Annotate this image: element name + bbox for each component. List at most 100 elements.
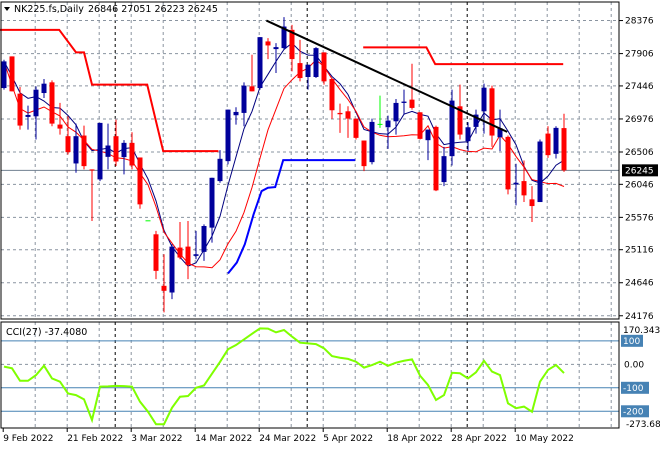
- candle-body: [9, 56, 15, 92]
- candle-body: [377, 123, 383, 125]
- candle-body: [49, 82, 55, 124]
- candle-body: [313, 48, 319, 77]
- candle-body: [65, 136, 71, 153]
- candle-body: [201, 226, 207, 252]
- candle: [233, 107, 239, 125]
- candle-body: [473, 114, 479, 127]
- candle-body: [145, 220, 151, 222]
- candle-body: [425, 129, 431, 141]
- triangle-down-icon[interactable]: [4, 7, 10, 11]
- candle-body: [113, 136, 119, 162]
- candle-body: [401, 101, 407, 103]
- candle-body: [465, 127, 471, 142]
- y-tick-label: 26506: [625, 148, 654, 158]
- candle-body: [105, 145, 111, 157]
- candle-body: [57, 124, 63, 129]
- candle: [121, 140, 127, 175]
- candle: [521, 160, 527, 203]
- y-tick-label: 27446: [625, 82, 654, 92]
- fast-ma-line: [3, 42, 565, 267]
- candle: [377, 95, 383, 128]
- candle: [97, 122, 103, 182]
- x-tick-label: 3 Mar 2022: [131, 434, 182, 444]
- candle-body: [345, 111, 351, 119]
- cci-panel[interactable]: [1, 327, 619, 426]
- candle: [481, 83, 487, 134]
- cci-title: CCI(27) -37.4080: [6, 327, 87, 338]
- candle-body: [529, 199, 535, 207]
- candle: [89, 169, 95, 222]
- candle: [105, 123, 111, 170]
- candle-body: [361, 140, 367, 167]
- candle-body: [385, 120, 391, 128]
- x-tick-label: 9 Feb 2022: [3, 434, 53, 444]
- y-tick-label: 28376: [625, 17, 654, 27]
- slow-ma-line: [3, 59, 565, 269]
- candle: [257, 37, 263, 90]
- candle: [473, 109, 479, 134]
- candle-body: [217, 158, 223, 182]
- candle: [513, 163, 519, 206]
- candle-body: [497, 128, 503, 138]
- chart-symbol: NK225.fs,Daily: [14, 4, 84, 15]
- candle-body: [281, 26, 287, 49]
- candle-body: [129, 142, 135, 166]
- candle: [201, 224, 207, 261]
- candle-body: [337, 112, 343, 115]
- candle-body: [329, 79, 335, 111]
- y-tick-label: 24176: [625, 312, 654, 322]
- cci-max-label: 170.3435: [623, 326, 660, 336]
- candle: [385, 115, 391, 149]
- candle: [241, 82, 247, 127]
- candle-body: [265, 41, 271, 46]
- candle: [273, 43, 279, 74]
- lower-stop-line: [227, 159, 356, 275]
- axes: 28376 27906 27446 26976 26506 26046 25576 25116…: [2, 17, 660, 444]
- candle-body: [73, 136, 79, 164]
- candle-body: [489, 88, 495, 136]
- candle: [313, 47, 319, 79]
- candle: [321, 52, 327, 85]
- candle: [457, 84, 463, 140]
- candle: [129, 132, 135, 170]
- candle: [17, 86, 23, 130]
- candle: [1, 59, 7, 90]
- candle: [401, 89, 407, 115]
- candle-body: [177, 247, 183, 258]
- candle-body: [297, 63, 303, 79]
- price-panel[interactable]: [0, 17, 567, 313]
- x-tick-label: 5 Apr 2022: [323, 434, 373, 444]
- candle: [529, 186, 535, 223]
- candle: [353, 118, 359, 140]
- candle: [25, 105, 31, 130]
- candle-body: [505, 136, 511, 190]
- candle: [225, 109, 231, 165]
- candle-body: [369, 121, 375, 163]
- candle-body: [153, 234, 159, 271]
- candle: [305, 64, 311, 90]
- candle: [393, 98, 399, 135]
- candle-body: [521, 181, 527, 196]
- candle: [561, 113, 567, 172]
- candle: [537, 139, 543, 203]
- candle-body: [1, 61, 7, 89]
- candle: [545, 126, 551, 158]
- cci-level-label: -200: [623, 407, 644, 417]
- candle-body: [449, 100, 455, 157]
- candle: [169, 244, 175, 300]
- cci-level-label: 100: [623, 337, 640, 347]
- cci-panel-frame: [0, 321, 620, 429]
- candle-body: [353, 118, 359, 138]
- cci-level-badge: [621, 334, 643, 347]
- cci-level-badge: [621, 405, 649, 418]
- y-tick-label: 24646: [625, 279, 654, 289]
- candle-body: [249, 86, 255, 92]
- candle: [417, 112, 423, 140]
- cci-line: [3, 327, 565, 426]
- y-tick-label: 26046: [625, 180, 654, 190]
- candle-body: [25, 114, 31, 117]
- candle: [369, 118, 375, 165]
- x-tick-label: 14 Mar 2022: [195, 434, 252, 444]
- candle: [137, 157, 143, 209]
